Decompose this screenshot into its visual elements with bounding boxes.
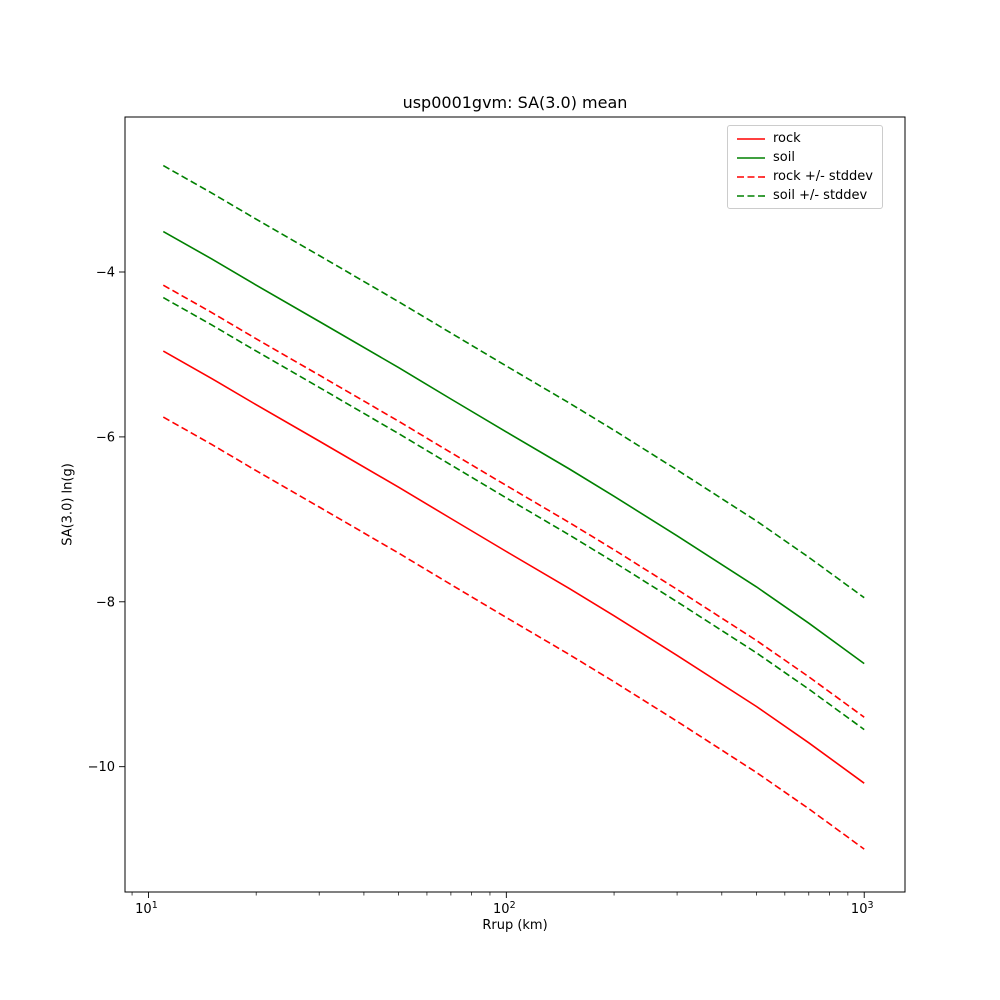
y-tick-label: −10 [88, 760, 115, 775]
legend-line-sample [737, 137, 765, 140]
legend-line-sample [737, 156, 765, 159]
soil-stddev-upper-line [162, 164, 865, 599]
legend-line-sample [737, 194, 765, 197]
legend-line-sample [737, 175, 765, 178]
legend-item: rock +/- stddev [736, 169, 873, 184]
legend-item: soil [736, 150, 873, 165]
legend-label: soil +/- stddev [773, 188, 868, 203]
soil-line [162, 230, 865, 665]
legend: rock soil rock +/- stddev soil +/- stddev [727, 125, 883, 209]
soil-stddev-lower-line [162, 296, 865, 731]
x-tick-label: 101 [135, 900, 158, 917]
axes-spines [124, 116, 906, 893]
legend-label: rock +/- stddev [773, 169, 873, 184]
y-tick-label: −8 [96, 595, 115, 610]
rock-line [162, 350, 865, 784]
rock-stddev-lower-line [162, 416, 865, 850]
legend-label: rock [773, 131, 801, 146]
x-tick-label: 103 [851, 900, 874, 917]
legend-label: soil [773, 150, 795, 165]
y-tick-label: −6 [96, 430, 115, 445]
rock-stddev-upper-line [162, 284, 865, 718]
x-tick-label: 102 [493, 900, 516, 917]
y-axis-label: SA(3.0) ln(g) [60, 463, 76, 546]
legend-item: rock [736, 131, 873, 146]
x-axis-label: Rrup (km) [482, 918, 548, 933]
chart-title: usp0001gvm: SA(3.0) mean [402, 93, 628, 112]
y-tick-label: −4 [96, 266, 115, 281]
legend-item: soil +/- stddev [736, 188, 873, 203]
